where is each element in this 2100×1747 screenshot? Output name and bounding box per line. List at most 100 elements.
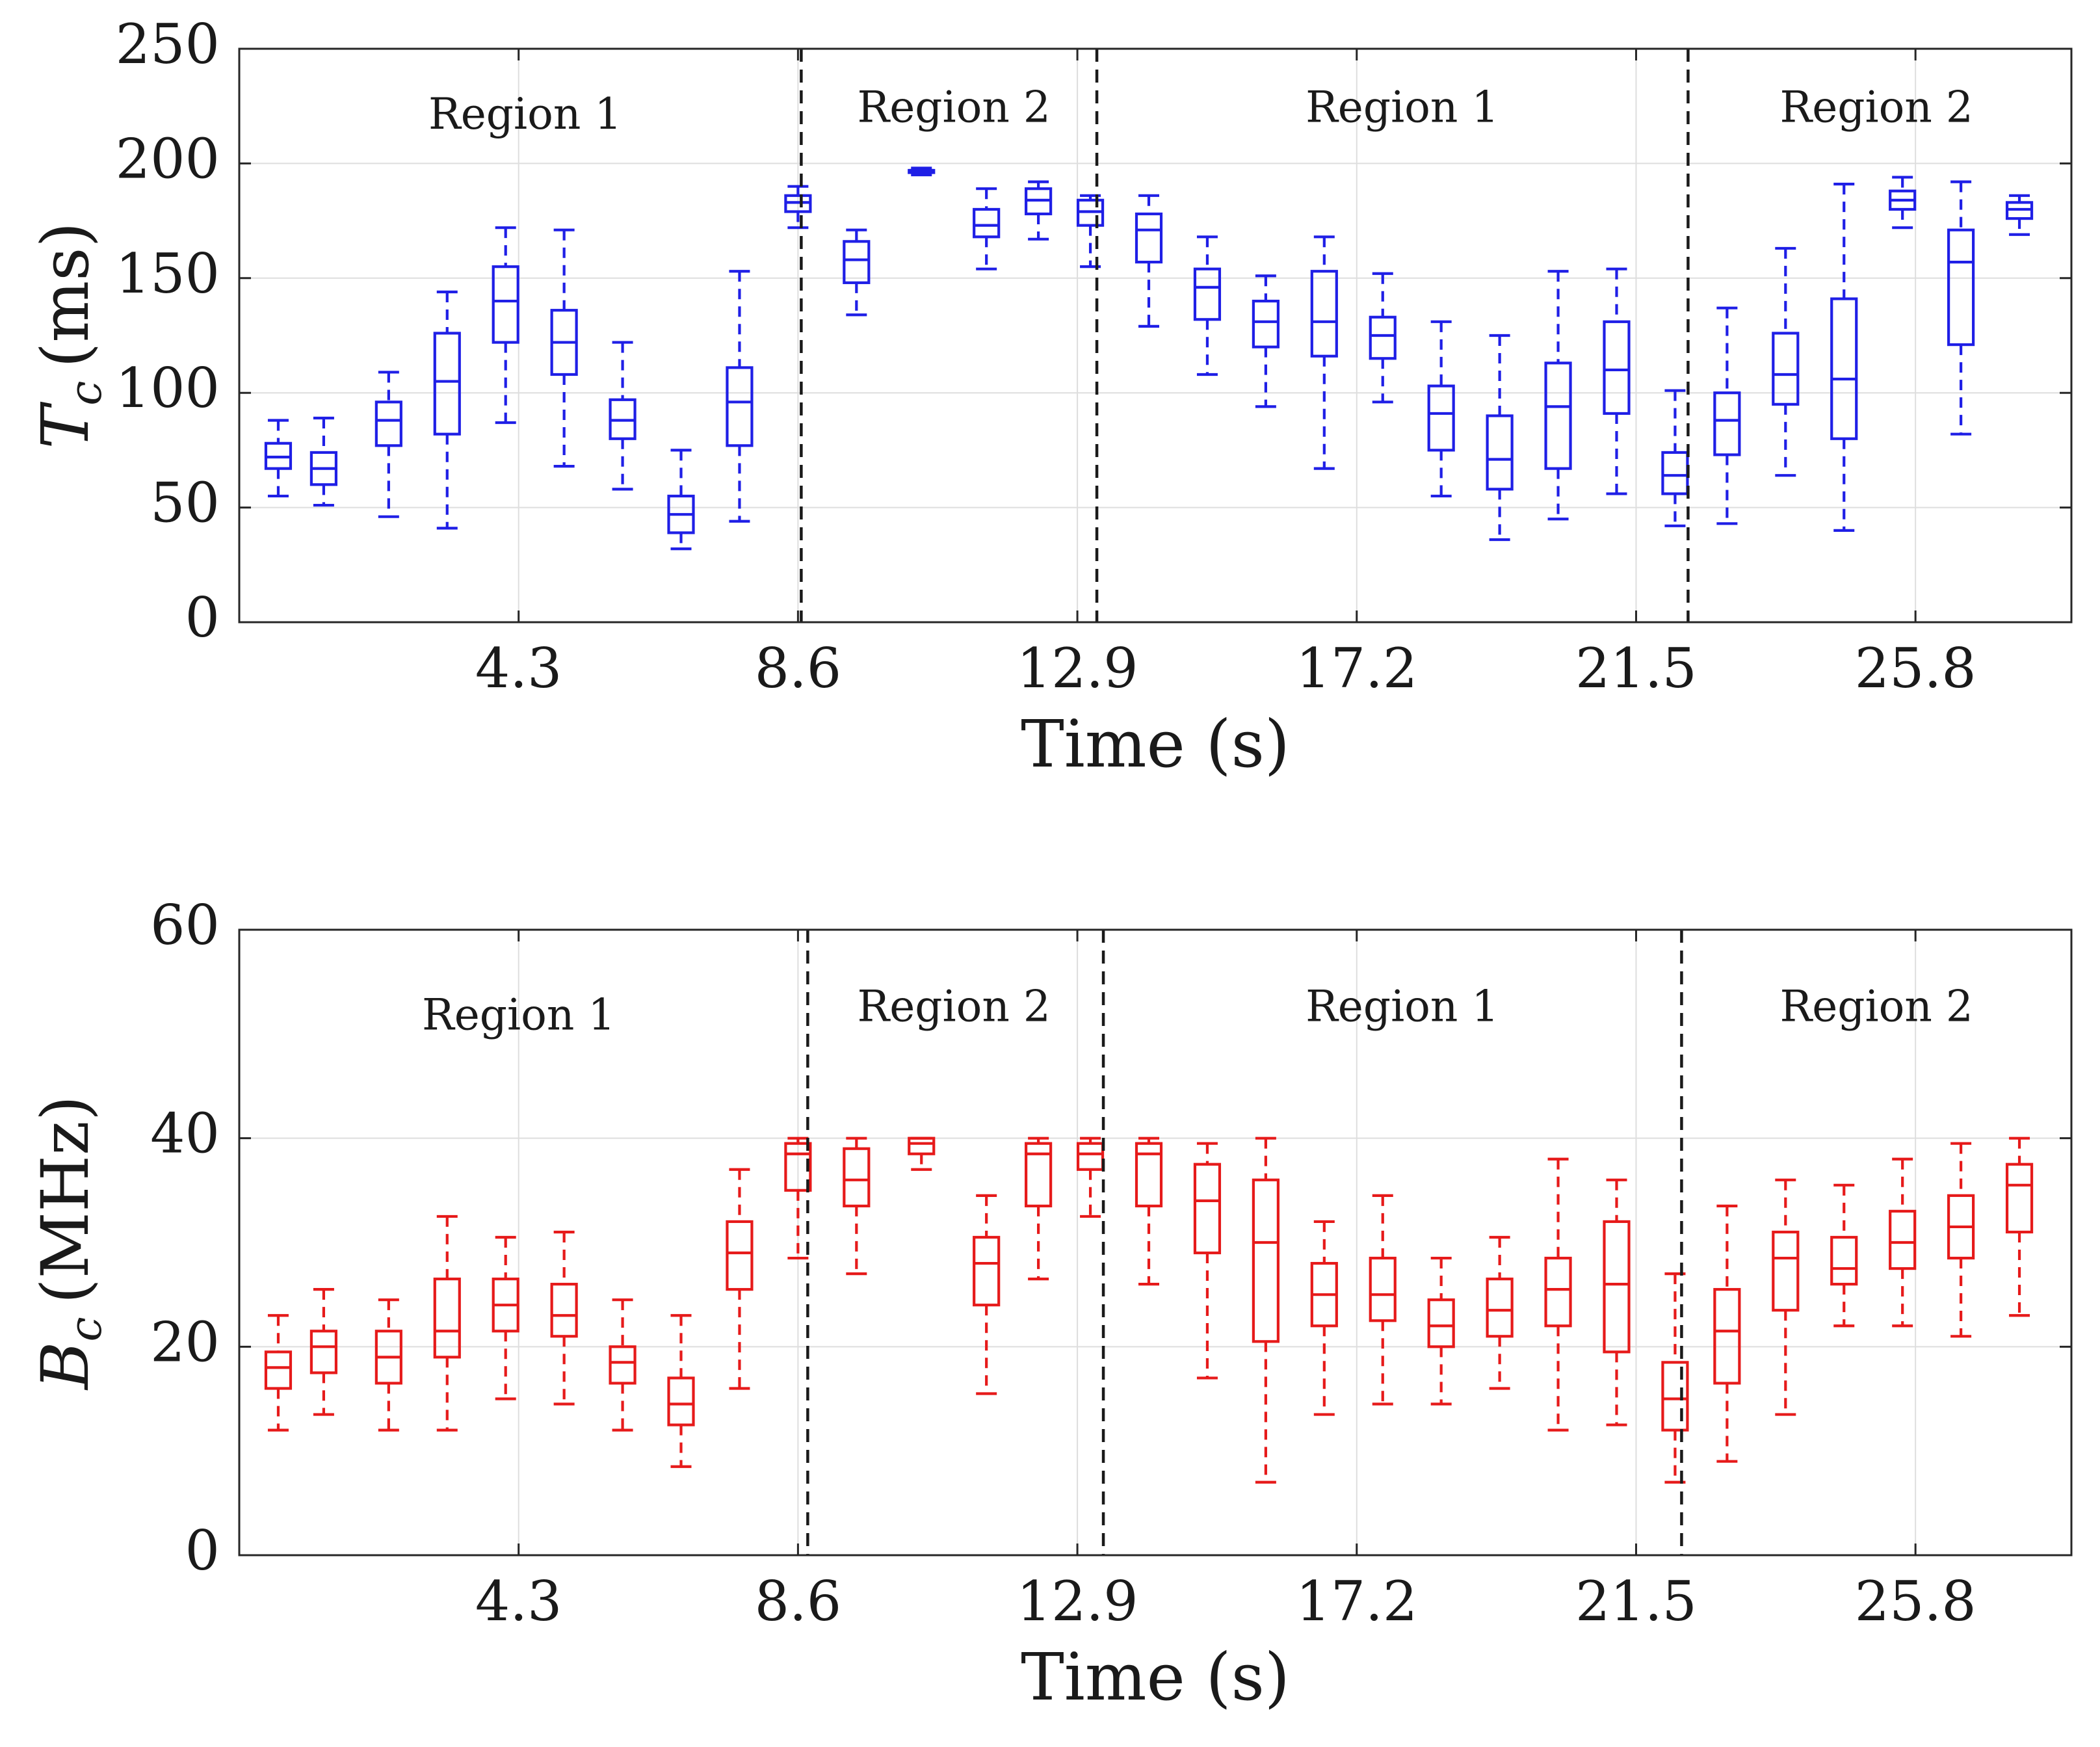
box-12 bbox=[908, 166, 936, 177]
x-tick-label: 8.6 bbox=[755, 637, 842, 700]
iqr-box bbox=[264, 1350, 293, 1390]
box-6 bbox=[550, 228, 578, 468]
box-12 bbox=[908, 1136, 936, 1171]
iqr-box bbox=[1193, 1162, 1222, 1255]
y-tick-label: 150 bbox=[116, 242, 220, 306]
y-axis-title: Tc (ms) bbox=[27, 222, 112, 449]
iqr-box bbox=[973, 207, 1001, 239]
box-7 bbox=[609, 1298, 637, 1432]
x-tick-label: 21.5 bbox=[1575, 637, 1697, 700]
y-tick-label: 250 bbox=[116, 12, 220, 76]
iqr-box bbox=[1603, 1220, 1631, 1354]
box-4 bbox=[433, 1215, 461, 1432]
iqr-box bbox=[1661, 1361, 1689, 1432]
box-9 bbox=[726, 1168, 754, 1390]
iqr-box bbox=[1427, 1298, 1455, 1348]
iqr-box bbox=[1603, 320, 1631, 415]
y-tick-label: 200 bbox=[116, 127, 220, 190]
iqr-box bbox=[1486, 1278, 1514, 1338]
box-13 bbox=[973, 187, 1001, 270]
iqr-box bbox=[726, 366, 754, 447]
y-axis-unit: (ms) bbox=[27, 222, 103, 368]
y-axis-unit: (MHz) bbox=[27, 1096, 103, 1304]
iqr-box bbox=[1135, 212, 1163, 264]
iqr-box bbox=[1544, 361, 1572, 470]
box-2 bbox=[309, 1288, 338, 1416]
y-axis-subscript: c bbox=[60, 381, 112, 406]
y-tick-label: 40 bbox=[150, 1102, 220, 1166]
x-tick-label: 4.3 bbox=[475, 1570, 562, 1633]
iqr-box bbox=[1544, 1256, 1572, 1328]
region-label: Region 2 bbox=[1780, 981, 1973, 1031]
iqr-box bbox=[667, 1376, 695, 1426]
box-22 bbox=[1486, 1235, 1514, 1390]
box-10 bbox=[784, 185, 812, 230]
x-tick-label: 8.6 bbox=[755, 1570, 842, 1633]
iqr-box bbox=[1830, 1235, 1858, 1286]
y-axis-subscript: c bbox=[60, 1317, 112, 1341]
box-2 bbox=[309, 416, 338, 507]
box-29 bbox=[1889, 176, 1917, 230]
x-tick-label: 17.2 bbox=[1296, 637, 1417, 700]
box-31 bbox=[2005, 1136, 2034, 1317]
x-tick-label: 12.9 bbox=[1017, 1570, 1138, 1633]
iqr-box bbox=[1830, 297, 1858, 440]
x-axis-title: Time (s) bbox=[1021, 706, 1290, 782]
box-14 bbox=[1025, 1136, 1053, 1281]
box-18 bbox=[1252, 274, 1280, 408]
y-tick-label: 60 bbox=[150, 893, 220, 957]
y-tick-label: 50 bbox=[150, 471, 220, 535]
box-7 bbox=[609, 341, 637, 491]
iqr-box bbox=[1713, 391, 1741, 456]
top-boxplot-panel: Region 1 Region 2 Region 1 Region 2 0 50 100 15… bbox=[27, 12, 2073, 782]
iqr-box bbox=[1427, 384, 1455, 452]
iqr-box bbox=[784, 1142, 812, 1192]
box-27 bbox=[1772, 1178, 1800, 1416]
region-label: Region 2 bbox=[858, 981, 1051, 1031]
iqr-box bbox=[973, 1235, 1001, 1307]
iqr-box bbox=[908, 1136, 936, 1155]
box-11 bbox=[843, 1136, 871, 1276]
box-24 bbox=[1603, 267, 1631, 495]
iqr-box bbox=[1889, 1209, 1917, 1270]
box-26 bbox=[1713, 306, 1741, 525]
iqr-box bbox=[1310, 270, 1338, 358]
region-label: Region 2 bbox=[858, 82, 1051, 132]
y-axis-symbol: B bbox=[27, 1341, 103, 1391]
region-label: Region 1 bbox=[422, 990, 615, 1040]
axes-frame bbox=[238, 928, 2073, 1557]
box-1 bbox=[264, 1314, 293, 1432]
box-17 bbox=[1193, 1142, 1222, 1380]
box-19 bbox=[1310, 1220, 1338, 1416]
box-22 bbox=[1486, 334, 1514, 542]
box-20 bbox=[1369, 272, 1397, 404]
iqr-box bbox=[843, 240, 871, 284]
y-tick-label: 100 bbox=[116, 356, 220, 420]
x-tick-label: 21.5 bbox=[1575, 1570, 1697, 1633]
iqr-box bbox=[309, 1330, 338, 1374]
box-21 bbox=[1427, 320, 1455, 498]
box-8 bbox=[667, 449, 695, 551]
iqr-box bbox=[726, 1220, 754, 1291]
box-23 bbox=[1544, 270, 1572, 521]
iqr-box bbox=[1025, 1142, 1053, 1207]
box-28 bbox=[1830, 1183, 1858, 1328]
iqr-box bbox=[1193, 267, 1222, 321]
axes-frame bbox=[238, 47, 2073, 624]
x-tick-label: 25.8 bbox=[1855, 1570, 1976, 1633]
box-20 bbox=[1369, 1194, 1397, 1406]
x-axis-title: Time (s) bbox=[1021, 1639, 1290, 1715]
box-31 bbox=[2005, 194, 2034, 236]
box-8 bbox=[667, 1314, 695, 1468]
box-23 bbox=[1544, 1157, 1572, 1432]
region-label: Region 1 bbox=[1306, 981, 1499, 1031]
box-6 bbox=[550, 1230, 578, 1406]
box-3 bbox=[374, 1298, 402, 1432]
box-5 bbox=[492, 226, 519, 425]
iqr-box bbox=[492, 265, 519, 344]
iqr-box bbox=[843, 1147, 871, 1207]
iqr-box bbox=[1369, 1256, 1397, 1322]
box-26 bbox=[1713, 1204, 1741, 1463]
box-30 bbox=[1947, 1142, 1975, 1338]
